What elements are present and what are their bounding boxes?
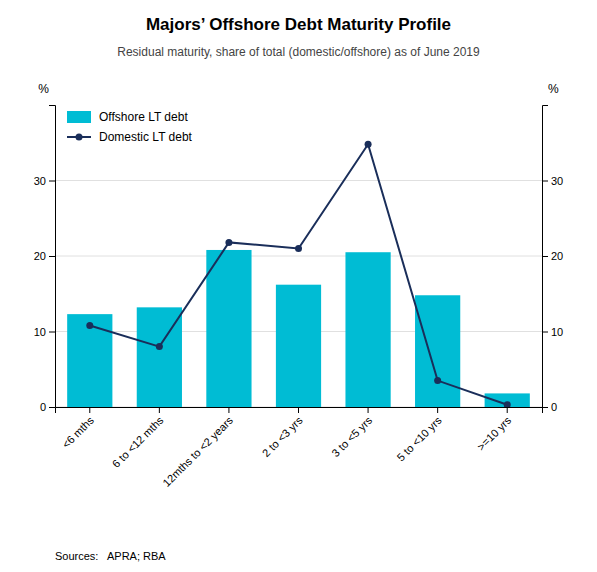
bar <box>206 250 251 407</box>
y-tick-label: 0 <box>40 401 46 413</box>
axis: <6 mths 6 to <12 mths12mths to <2 years 2 … <box>56 407 543 489</box>
marker <box>365 141 372 148</box>
x-tick-label: <6 mths <box>60 414 97 451</box>
tick: 3 to <5 yrs <box>329 407 374 459</box>
tick: 30 <box>542 175 563 187</box>
legend-item: Domestic LT debt <box>67 130 193 144</box>
legend-swatch <box>67 111 91 123</box>
marker <box>225 239 232 246</box>
y-axis-label: % <box>38 82 49 96</box>
tick-mark <box>89 407 90 413</box>
tick-mark <box>49 407 55 408</box>
y2-tick-label: 10 <box>551 326 563 338</box>
tick-mark <box>542 407 548 408</box>
tick-mark <box>542 181 548 182</box>
bar <box>67 314 112 407</box>
x-tick-label: 2 to <3 yrs <box>260 414 305 459</box>
subtitle: Residual maturity, share of total (domes… <box>117 45 480 59</box>
chart: Majors’ Offshore Debt Maturity Profile Re… <box>0 0 597 572</box>
tick-mark <box>49 332 55 333</box>
tick-mark <box>298 407 299 413</box>
tick: 10 <box>34 326 55 338</box>
y2-tick-label: 20 <box>551 250 563 262</box>
y-tick-label: 10 <box>34 326 46 338</box>
tick: 5 to <10 yrs <box>395 407 445 463</box>
bar <box>345 252 390 407</box>
axis-line <box>543 106 549 408</box>
grid-line <box>55 180 542 181</box>
source: Sources: APRA; RBA <box>55 550 166 562</box>
marker <box>156 343 163 350</box>
tick-mark <box>49 181 55 182</box>
tick: 0 <box>40 401 55 413</box>
tick: 0 <box>542 401 557 413</box>
legend: Offshore LT debt Domestic LT debt <box>67 110 193 144</box>
tick: <6 mths <box>60 407 97 450</box>
bar <box>415 295 460 407</box>
tick: 2 to <3 yrs <box>260 407 305 459</box>
tick-mark <box>368 407 369 413</box>
x-tick-label: 12mths to <2 years <box>160 414 235 489</box>
tick: 12mths to <2 years <box>160 407 235 489</box>
tick-mark <box>49 256 55 257</box>
grid-line <box>55 256 542 257</box>
axis-line <box>49 106 56 408</box>
marker <box>504 401 511 407</box>
y-tick-label: 30 <box>34 175 46 187</box>
tick: >=10 yrs <box>475 407 514 453</box>
legend-swatch <box>76 134 83 141</box>
tick: 30 <box>34 175 55 187</box>
legend-item: Offshore LT debt <box>67 110 188 124</box>
y2-tick-label: 0 <box>551 401 557 413</box>
x-tick-label: 3 to <5 yrs <box>329 414 374 459</box>
tick: 10 <box>542 326 563 338</box>
axis-line <box>56 408 543 414</box>
x-tick-label: 6 to <12 mths <box>110 414 166 470</box>
x-tick-label: >=10 yrs <box>475 414 514 453</box>
plot: <6 mths 6 to <12 mths12mths to <2 years 2 … <box>34 82 564 489</box>
tick-mark <box>542 332 548 333</box>
title: Majors’ Offshore Debt Maturity Profile <box>146 15 451 34</box>
y2-tick-label: 30 <box>551 175 563 187</box>
y-tick-label: 20 <box>34 250 46 262</box>
tick-mark <box>507 407 508 413</box>
tick-mark <box>542 256 548 257</box>
tick: 20 <box>542 250 563 262</box>
line <box>90 144 507 404</box>
tick-mark <box>228 407 229 413</box>
axis: 0 10 20 30 <box>34 106 56 414</box>
tick: 20 <box>34 250 55 262</box>
marker <box>86 322 93 329</box>
legend-label: Offshore LT debt <box>99 110 188 124</box>
axis: 0 10 20 30 <box>542 106 563 414</box>
y2-axis-label: % <box>548 82 559 96</box>
tick-mark <box>437 407 438 413</box>
x-tick-label: 5 to <10 yrs <box>395 414 445 464</box>
grid <box>55 181 542 408</box>
bar <box>276 285 321 407</box>
tick-mark <box>159 407 160 413</box>
marks <box>67 141 530 407</box>
legend-label: Domestic LT debt <box>99 130 193 144</box>
tick: 6 to <12 mths <box>110 407 166 470</box>
marker <box>295 245 302 252</box>
marker <box>434 377 441 384</box>
